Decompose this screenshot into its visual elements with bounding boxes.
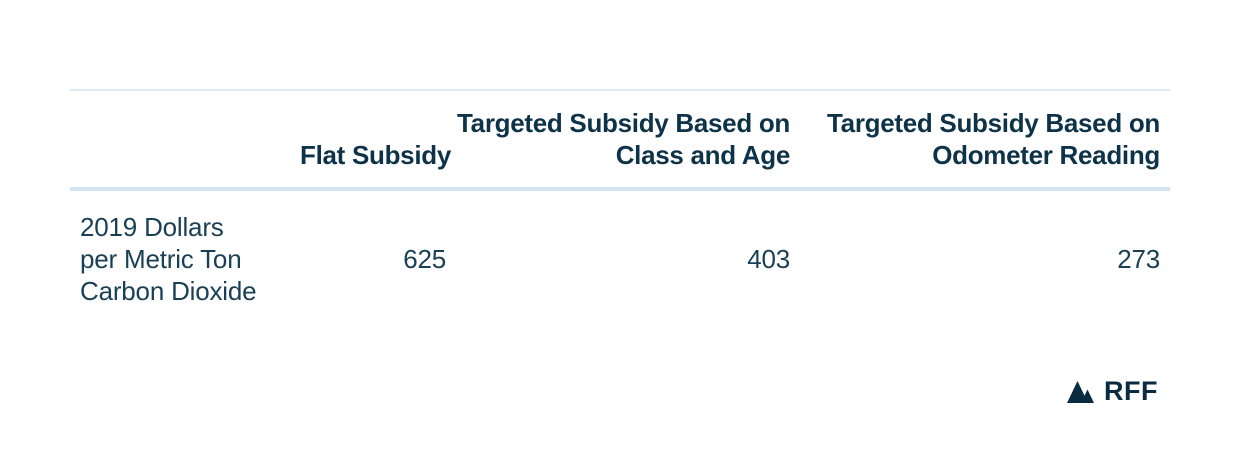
rff-logo-text: RFF	[1104, 376, 1158, 406]
value-cell-class-age: 403	[747, 244, 790, 274]
row-label-line: 2019 Dollars	[80, 212, 224, 242]
mountain-peaks-icon	[1067, 380, 1095, 403]
row-label-cell: 2019 Dollars per Metric Ton Carbon Dioxi…	[70, 189, 300, 327]
column-header-label-line: Targeted Subsidy Based on	[827, 108, 1160, 138]
column-header-label: Flat Subsidy	[300, 140, 451, 170]
row-label-line: Carbon Dioxide	[80, 276, 257, 306]
row-label-line: per Metric Ton	[80, 244, 242, 274]
column-header-class-age: Targeted Subsidy Based on Class and Age	[456, 89, 800, 191]
table-header-row: Flat Subsidy Targeted Subsidy Based on C…	[70, 89, 1170, 191]
column-header-label-line: Class and Age	[615, 140, 791, 170]
subsidy-table: Flat Subsidy Targeted Subsidy Based on C…	[70, 89, 1170, 327]
header-empty-cell	[70, 89, 300, 191]
value-cell-flat-subsidy: 625	[403, 244, 446, 274]
column-header-label-line: Odometer Reading	[932, 140, 1160, 170]
column-header-flat-subsidy: Flat Subsidy	[300, 89, 456, 191]
column-header-label-line: Targeted Subsidy Based on	[457, 108, 790, 138]
column-header-odometer: Targeted Subsidy Based on Odometer Readi…	[800, 89, 1170, 191]
value-cell-odometer: 273	[1117, 244, 1160, 274]
table-row: 2019 Dollars per Metric Ton Carbon Dioxi…	[70, 189, 1170, 327]
rff-logo: RFF	[1067, 378, 1158, 405]
